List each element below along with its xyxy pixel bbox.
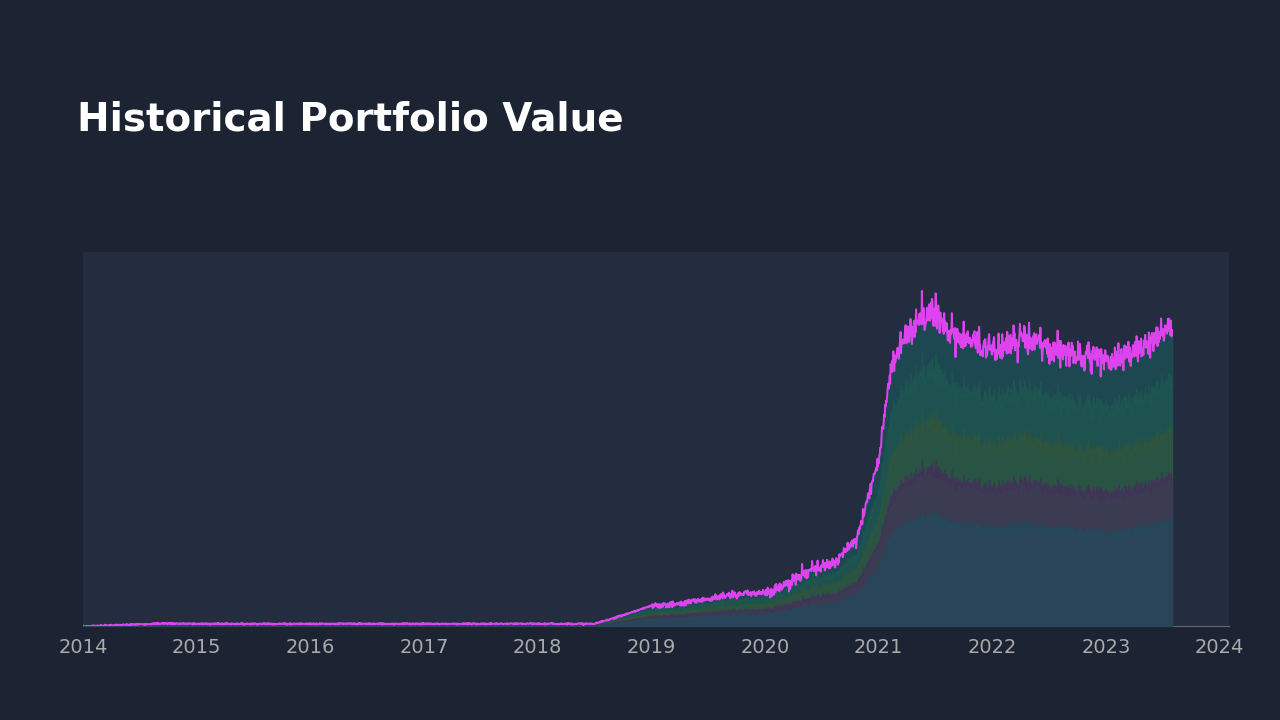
Text: Historical Portfolio Value: Historical Portfolio Value bbox=[77, 101, 623, 139]
